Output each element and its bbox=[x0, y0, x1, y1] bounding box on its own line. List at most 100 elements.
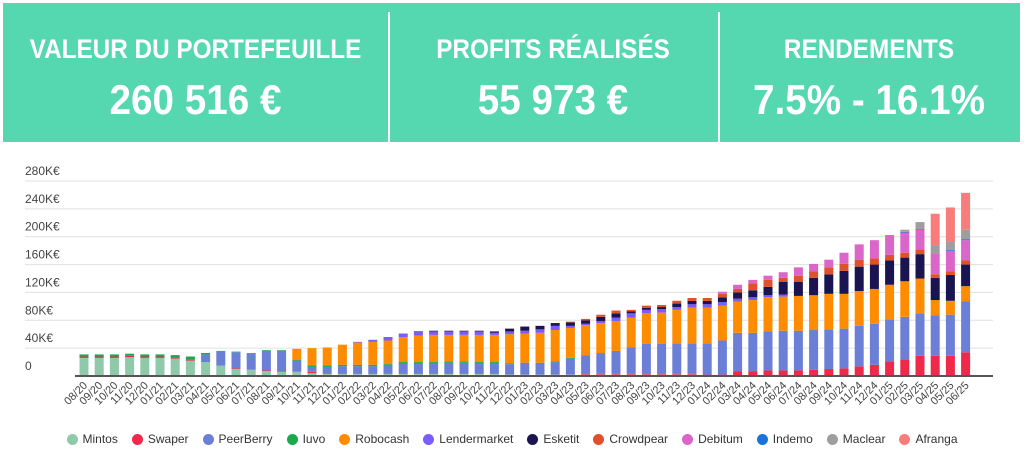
bar-segment-swaper bbox=[261, 370, 271, 372]
bar-segment-lendermarket bbox=[474, 331, 484, 335]
bar-segment-debitum bbox=[793, 267, 803, 276]
bar-segment-mintos bbox=[140, 357, 150, 376]
bar-segment-esketit bbox=[535, 325, 545, 330]
bar-segment-swaper bbox=[869, 364, 879, 376]
bar-segment-robocash bbox=[657, 312, 667, 344]
bar-segment-esketit bbox=[839, 270, 849, 294]
bar-segment-robocash bbox=[930, 300, 940, 316]
bar-segment-robocash bbox=[717, 305, 727, 341]
bar-segment-esketit bbox=[626, 311, 636, 314]
legend-item[interactable]: Debitum bbox=[682, 432, 743, 446]
bar-segment-robocash bbox=[611, 320, 621, 351]
bar-segment-swaper bbox=[626, 373, 636, 375]
bar-segment-lendermarket bbox=[717, 302, 727, 306]
bar-segment-robocash bbox=[292, 348, 302, 360]
bar-segment-lendermarket bbox=[565, 325, 575, 328]
legend-item[interactable]: Lendermarket bbox=[423, 432, 513, 446]
legend-item[interactable]: Mintos bbox=[66, 432, 118, 446]
bar-segment-iuvo bbox=[413, 362, 423, 364]
bar-segment-peerberry bbox=[641, 343, 651, 374]
bar-segment-esketit bbox=[520, 326, 530, 331]
bar-segment-peerberry bbox=[292, 360, 302, 372]
bar-segment-iuvo bbox=[261, 350, 271, 352]
bar-segment-peerberry bbox=[717, 340, 727, 375]
bar-segment-robocash bbox=[854, 291, 864, 326]
bar-segment-esketit bbox=[611, 313, 621, 318]
legend-item[interactable]: Swaper bbox=[131, 432, 189, 446]
bar-segment-lendermarket bbox=[763, 295, 773, 298]
bar-segment-lendermarket bbox=[672, 307, 682, 310]
bar-segment-lendermarket bbox=[459, 331, 469, 335]
legend-item[interactable]: Indemo bbox=[756, 432, 813, 446]
bar-segment-lendermarket bbox=[535, 329, 545, 333]
bar-segment-robocash bbox=[520, 333, 530, 363]
bar-segment-crowdpear bbox=[945, 271, 955, 276]
bar-segment-robocash bbox=[778, 296, 788, 331]
bar-segment-debitum bbox=[763, 275, 773, 280]
bar-segment-esketit bbox=[854, 266, 864, 292]
bar-segment-debitum bbox=[930, 253, 940, 275]
bar-segment-swaper bbox=[322, 373, 332, 374]
bar-segment-crowdpear bbox=[824, 267, 834, 275]
y-tick-label: 240K€ bbox=[25, 192, 60, 206]
bar-segment-mintos bbox=[109, 357, 119, 376]
bar-segment-esketit bbox=[413, 331, 423, 333]
bar-segment-debitum bbox=[717, 291, 727, 294]
bar-segment-peerberry bbox=[809, 330, 819, 370]
bar-segment-esketit bbox=[474, 330, 484, 332]
bar-segment-peerberry bbox=[626, 347, 636, 374]
y-tick-label: 40K€ bbox=[25, 331, 53, 345]
bar-segment-iuvo bbox=[201, 353, 211, 355]
bar-segment-mintos bbox=[489, 373, 499, 376]
bar-segment-iuvo bbox=[246, 353, 256, 354]
y-tick-label: 120K€ bbox=[25, 275, 60, 289]
bar-segment-crowdpear bbox=[657, 304, 667, 308]
legend-item[interactable]: Crowdpear bbox=[593, 432, 668, 446]
legend-item[interactable]: Maclear bbox=[826, 432, 885, 446]
legend-item[interactable]: Esketit bbox=[527, 432, 579, 446]
legend-label: Swaper bbox=[147, 432, 189, 446]
bar-segment-maclear bbox=[961, 229, 971, 240]
bar-segment-robocash bbox=[596, 323, 606, 354]
bar-segment-robocash bbox=[626, 317, 636, 348]
y-tick-label: 160K€ bbox=[25, 248, 60, 262]
stacked-bar-chart: 040K€80K€120K€160K€200K€240K€280K€08/200… bbox=[25, 164, 993, 408]
bar-segment-robocash bbox=[961, 286, 971, 302]
bar-segment-robocash bbox=[839, 293, 849, 329]
bar-segment-robocash bbox=[900, 281, 910, 317]
bar-segment-lendermarket bbox=[748, 297, 758, 301]
bar-segment-swaper bbox=[839, 368, 849, 376]
bar-segment-peerberry bbox=[687, 343, 697, 374]
bar-segment-iuvo bbox=[489, 362, 499, 364]
bar-segment-crowdpear bbox=[930, 274, 940, 278]
bar-segment-indemo bbox=[915, 229, 925, 230]
bar-segment-esketit bbox=[793, 281, 803, 296]
bar-segment-lendermarket bbox=[657, 309, 667, 313]
bar-segment-peerberry bbox=[337, 366, 347, 374]
legend-item[interactable]: Robocash bbox=[339, 432, 409, 446]
legend-item[interactable]: Afranga bbox=[899, 432, 958, 446]
bar-segment-peerberry bbox=[945, 314, 955, 356]
bar-segment-swaper bbox=[79, 356, 89, 358]
bar-segment-esketit bbox=[809, 277, 819, 296]
bar-segment-peerberry bbox=[550, 362, 560, 375]
bar-segment-debitum bbox=[961, 240, 971, 261]
bar-segment-robocash bbox=[337, 344, 347, 365]
bar-segment-peerberry bbox=[885, 319, 895, 362]
bar-segment-peerberry bbox=[353, 366, 363, 374]
bar-segment-robocash bbox=[398, 337, 408, 363]
bar-segment-swaper bbox=[611, 373, 621, 375]
legend-item[interactable]: Iuvo bbox=[286, 432, 325, 446]
bar-segment-robocash bbox=[763, 297, 773, 332]
bar-segment-swaper bbox=[748, 371, 758, 376]
kpi-value: 55 973 € bbox=[477, 76, 629, 123]
bar-segment-lendermarket bbox=[398, 333, 408, 337]
bar-segment-iuvo bbox=[581, 355, 591, 356]
bar-segment-robocash bbox=[945, 300, 955, 315]
bar-segment-swaper bbox=[185, 359, 195, 361]
bar-segment-iuvo bbox=[444, 361, 454, 363]
legend-dot-icon bbox=[527, 433, 539, 445]
bar-segment-crowdpear bbox=[641, 305, 651, 308]
bar-segment-peerberry bbox=[763, 331, 773, 371]
legend-item[interactable]: PeerBerry bbox=[202, 432, 273, 446]
